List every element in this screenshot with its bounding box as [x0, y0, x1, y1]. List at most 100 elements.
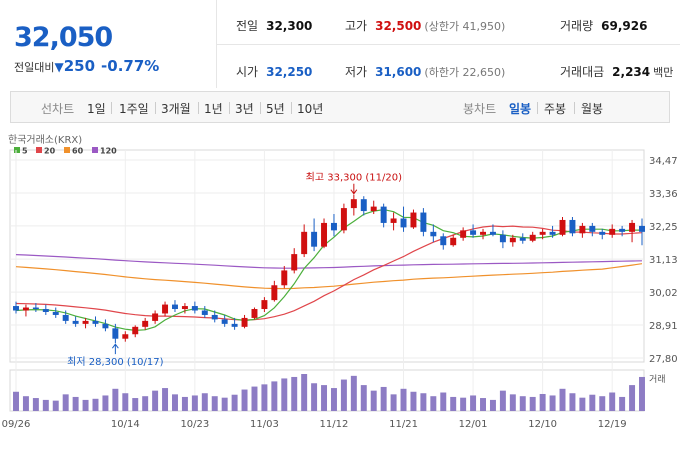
period-5y[interactable]: 5년 — [266, 102, 285, 116]
candle-body-down — [569, 219, 576, 234]
volume-bar — [629, 385, 636, 411]
volume-bar — [191, 395, 198, 411]
period-10y[interactable]: 10년 — [297, 102, 324, 116]
x-tick-label: 11/12 — [320, 419, 349, 430]
volume-bar — [460, 397, 467, 411]
candle-body-up — [539, 231, 546, 235]
candle-body-up — [559, 219, 566, 235]
volume-bar — [132, 398, 139, 411]
candle-body-down — [191, 306, 198, 311]
ma-60-line — [15, 263, 643, 290]
toolbar-separator — [291, 102, 292, 114]
candle-body-up — [390, 218, 397, 223]
toolbar-separator — [260, 102, 261, 114]
volume-bar — [291, 376, 298, 411]
volume-bar — [619, 396, 626, 411]
period-3y[interactable]: 3년 — [235, 102, 254, 116]
change-value: 250 — [63, 57, 96, 75]
volume-bar — [172, 394, 178, 411]
volume-bar — [321, 385, 328, 411]
candle-body-up — [281, 270, 288, 286]
period-3m[interactable]: 3개월 — [161, 102, 191, 116]
volume-bar — [281, 378, 288, 411]
volume-bar — [340, 379, 347, 411]
candlestick-chart-svg: 한국거래소(KRX)5 20 60 120 34,47 33,36 32,25 31,13 30… — [2, 134, 678, 430]
candle-body-up — [22, 307, 29, 311]
candle-body-up — [162, 304, 169, 314]
y-tick-label: 28,91 — [649, 321, 678, 332]
x-tick-label: 10/23 — [180, 419, 209, 430]
candle-body-down — [112, 328, 119, 339]
period-1y[interactable]: 1년 — [204, 102, 223, 116]
volume-bar — [519, 396, 526, 411]
volume-bar — [241, 389, 248, 411]
x-tick-label: 12/01 — [459, 419, 488, 430]
candle-body-down — [102, 323, 109, 329]
period-1d[interactable]: 1일 — [87, 102, 106, 116]
candle-body-up — [132, 326, 139, 335]
volume-bar — [539, 393, 546, 411]
candle-body-up — [410, 212, 417, 228]
y-tick-label: 27,80 — [649, 354, 678, 365]
candle-body-up — [370, 206, 377, 212]
candle-body-up — [340, 208, 347, 231]
candle-body-up — [321, 222, 328, 247]
candle-body-up — [609, 228, 616, 235]
min-arrow-icon — [111, 343, 119, 355]
candle-monthly[interactable]: 월봉 — [581, 102, 604, 116]
candle-body-up — [152, 313, 159, 321]
candle-body-down — [589, 225, 596, 232]
ma-legend-swatch-120 — [92, 147, 98, 153]
volume-value: 69,926 — [601, 19, 648, 33]
volume-bar — [569, 393, 576, 411]
volume-bar — [410, 391, 417, 411]
candle-weekly[interactable]: 주봉 — [544, 102, 567, 116]
volume-bar — [162, 388, 169, 411]
candle-body-down — [420, 212, 427, 232]
current-price: 32,050 — [14, 22, 113, 53]
volume-bar — [13, 391, 19, 411]
candle-body-down — [201, 310, 208, 315]
y-tick-label: 32,25 — [649, 222, 678, 233]
candle-body-down — [400, 218, 407, 228]
volume-bar — [599, 396, 606, 411]
candle-body-up — [142, 320, 149, 327]
line-chart-label: 선차트 — [41, 102, 75, 116]
volume-bar — [231, 394, 238, 411]
candle-body-down — [440, 236, 447, 246]
current-price-block: 32,050 — [14, 22, 113, 53]
volume-stat: 거래량 69,926 — [560, 17, 647, 34]
price-change: 전일대비▼250 -0.77% — [14, 57, 159, 75]
y-tick-label: 33,36 — [649, 189, 678, 200]
candle-body-down — [13, 306, 19, 311]
candle-body-up — [261, 300, 268, 310]
low-label: 저가 — [345, 65, 368, 79]
volume-bar — [509, 394, 516, 411]
candle-body-down — [499, 234, 506, 243]
candle-body-up — [450, 237, 457, 246]
y-tick-label: 31,13 — [649, 255, 678, 266]
ma-legend-label-60: 60 — [72, 147, 84, 156]
candle-body-down — [639, 225, 645, 232]
volume-bar — [559, 388, 566, 411]
candle-body-down — [330, 222, 337, 231]
volume-bar — [201, 393, 208, 411]
x-tick-label: 10/14 — [111, 419, 140, 430]
volume-bar — [360, 385, 367, 411]
x-tick-label: 11/21 — [389, 419, 418, 430]
ma-legend-swatch-5 — [14, 147, 20, 153]
candle-body-up — [291, 254, 298, 271]
ma-legend-swatch-60 — [64, 147, 70, 153]
volume-bar — [52, 400, 59, 411]
open-value: 32,250 — [266, 65, 313, 79]
low-stat: 저가 31,600 (하한가 22,650) — [345, 63, 505, 80]
candle-body-down — [172, 304, 178, 310]
volume-bar — [112, 388, 119, 411]
volume-bar — [102, 395, 109, 411]
period-1w[interactable]: 1주일 — [119, 102, 149, 116]
volume-bar — [350, 375, 357, 411]
candle-body-down — [311, 231, 318, 247]
candle-daily[interactable]: 일봉 — [509, 102, 532, 116]
chart-source-label: 한국거래소(KRX) — [8, 134, 82, 146]
volume-bar — [251, 386, 258, 411]
